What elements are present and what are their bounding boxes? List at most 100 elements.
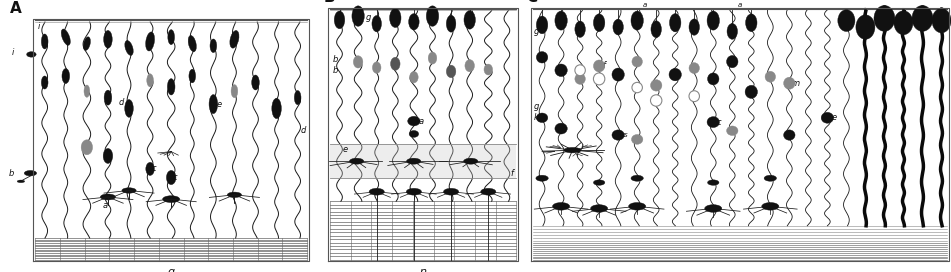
Ellipse shape — [352, 6, 364, 26]
Ellipse shape — [210, 39, 217, 52]
Ellipse shape — [670, 14, 681, 32]
Ellipse shape — [555, 11, 567, 30]
Ellipse shape — [443, 188, 458, 195]
Ellipse shape — [391, 57, 400, 70]
Ellipse shape — [372, 16, 381, 32]
Text: g: g — [534, 103, 539, 112]
Ellipse shape — [188, 35, 196, 52]
Ellipse shape — [426, 6, 438, 26]
Ellipse shape — [230, 30, 239, 48]
Ellipse shape — [593, 60, 605, 72]
Text: k: k — [534, 113, 538, 122]
Ellipse shape — [409, 14, 419, 30]
Text: A: A — [10, 1, 21, 16]
Ellipse shape — [167, 79, 175, 95]
Ellipse shape — [105, 90, 112, 105]
Ellipse shape — [593, 73, 605, 85]
Bar — [531, 8, 949, 261]
Ellipse shape — [784, 77, 795, 89]
Ellipse shape — [464, 11, 476, 29]
Ellipse shape — [727, 126, 738, 135]
Ellipse shape — [612, 19, 624, 35]
Ellipse shape — [84, 85, 89, 97]
Text: f: f — [511, 169, 514, 178]
Text: C: C — [526, 0, 537, 5]
Ellipse shape — [932, 8, 951, 33]
Text: ks: ks — [621, 132, 629, 138]
Ellipse shape — [765, 175, 777, 181]
Ellipse shape — [708, 73, 719, 85]
Ellipse shape — [784, 130, 795, 140]
Ellipse shape — [727, 23, 738, 39]
Ellipse shape — [575, 21, 586, 37]
Ellipse shape — [912, 5, 933, 31]
Text: c: c — [152, 164, 157, 173]
Text: g: g — [534, 27, 539, 36]
Ellipse shape — [762, 203, 779, 210]
Ellipse shape — [856, 15, 875, 39]
Ellipse shape — [631, 56, 643, 67]
Ellipse shape — [334, 11, 344, 29]
Ellipse shape — [689, 63, 700, 73]
Ellipse shape — [295, 91, 301, 105]
Ellipse shape — [536, 113, 548, 122]
Ellipse shape — [166, 171, 176, 185]
Bar — [33, 19, 309, 261]
Ellipse shape — [593, 14, 605, 32]
Text: e: e — [216, 100, 222, 109]
Ellipse shape — [209, 95, 218, 114]
Ellipse shape — [705, 205, 722, 212]
Ellipse shape — [821, 112, 833, 123]
Ellipse shape — [465, 60, 475, 72]
Ellipse shape — [689, 91, 700, 102]
Ellipse shape — [407, 158, 420, 164]
Ellipse shape — [410, 72, 418, 83]
Text: c: c — [717, 118, 722, 126]
Text: m: m — [792, 79, 801, 88]
Ellipse shape — [42, 34, 48, 49]
Ellipse shape — [593, 180, 605, 185]
Text: b: b — [9, 169, 14, 178]
Ellipse shape — [536, 16, 548, 34]
Ellipse shape — [746, 85, 758, 98]
Ellipse shape — [189, 69, 196, 83]
Bar — [330, 144, 516, 178]
Ellipse shape — [27, 52, 36, 57]
Ellipse shape — [612, 68, 624, 81]
Ellipse shape — [707, 11, 720, 30]
Text: e: e — [342, 145, 347, 154]
Text: b: b — [333, 55, 339, 64]
Ellipse shape — [428, 52, 437, 64]
Ellipse shape — [446, 15, 456, 32]
Ellipse shape — [650, 21, 662, 38]
Ellipse shape — [591, 205, 608, 212]
Ellipse shape — [25, 171, 36, 176]
Ellipse shape — [61, 29, 70, 45]
Text: e: e — [831, 113, 836, 122]
Ellipse shape — [146, 74, 153, 87]
Text: a: a — [103, 201, 107, 210]
Ellipse shape — [575, 73, 586, 84]
Ellipse shape — [536, 175, 548, 181]
Ellipse shape — [708, 180, 719, 185]
Ellipse shape — [575, 65, 586, 76]
Ellipse shape — [670, 68, 681, 81]
Ellipse shape — [354, 56, 363, 68]
Ellipse shape — [631, 134, 643, 144]
Text: b: b — [333, 66, 339, 75]
Ellipse shape — [631, 82, 643, 93]
Text: B: B — [323, 0, 335, 5]
Ellipse shape — [689, 19, 700, 35]
Text: f: f — [602, 61, 605, 70]
Ellipse shape — [373, 62, 381, 73]
Ellipse shape — [42, 76, 48, 89]
Ellipse shape — [650, 95, 662, 106]
Ellipse shape — [631, 175, 644, 181]
Ellipse shape — [765, 71, 776, 82]
Text: g: g — [366, 14, 372, 23]
Text: i: i — [12, 48, 14, 57]
Bar — [328, 8, 518, 261]
Ellipse shape — [463, 158, 477, 164]
Ellipse shape — [746, 14, 757, 32]
Text: a: a — [418, 117, 424, 126]
